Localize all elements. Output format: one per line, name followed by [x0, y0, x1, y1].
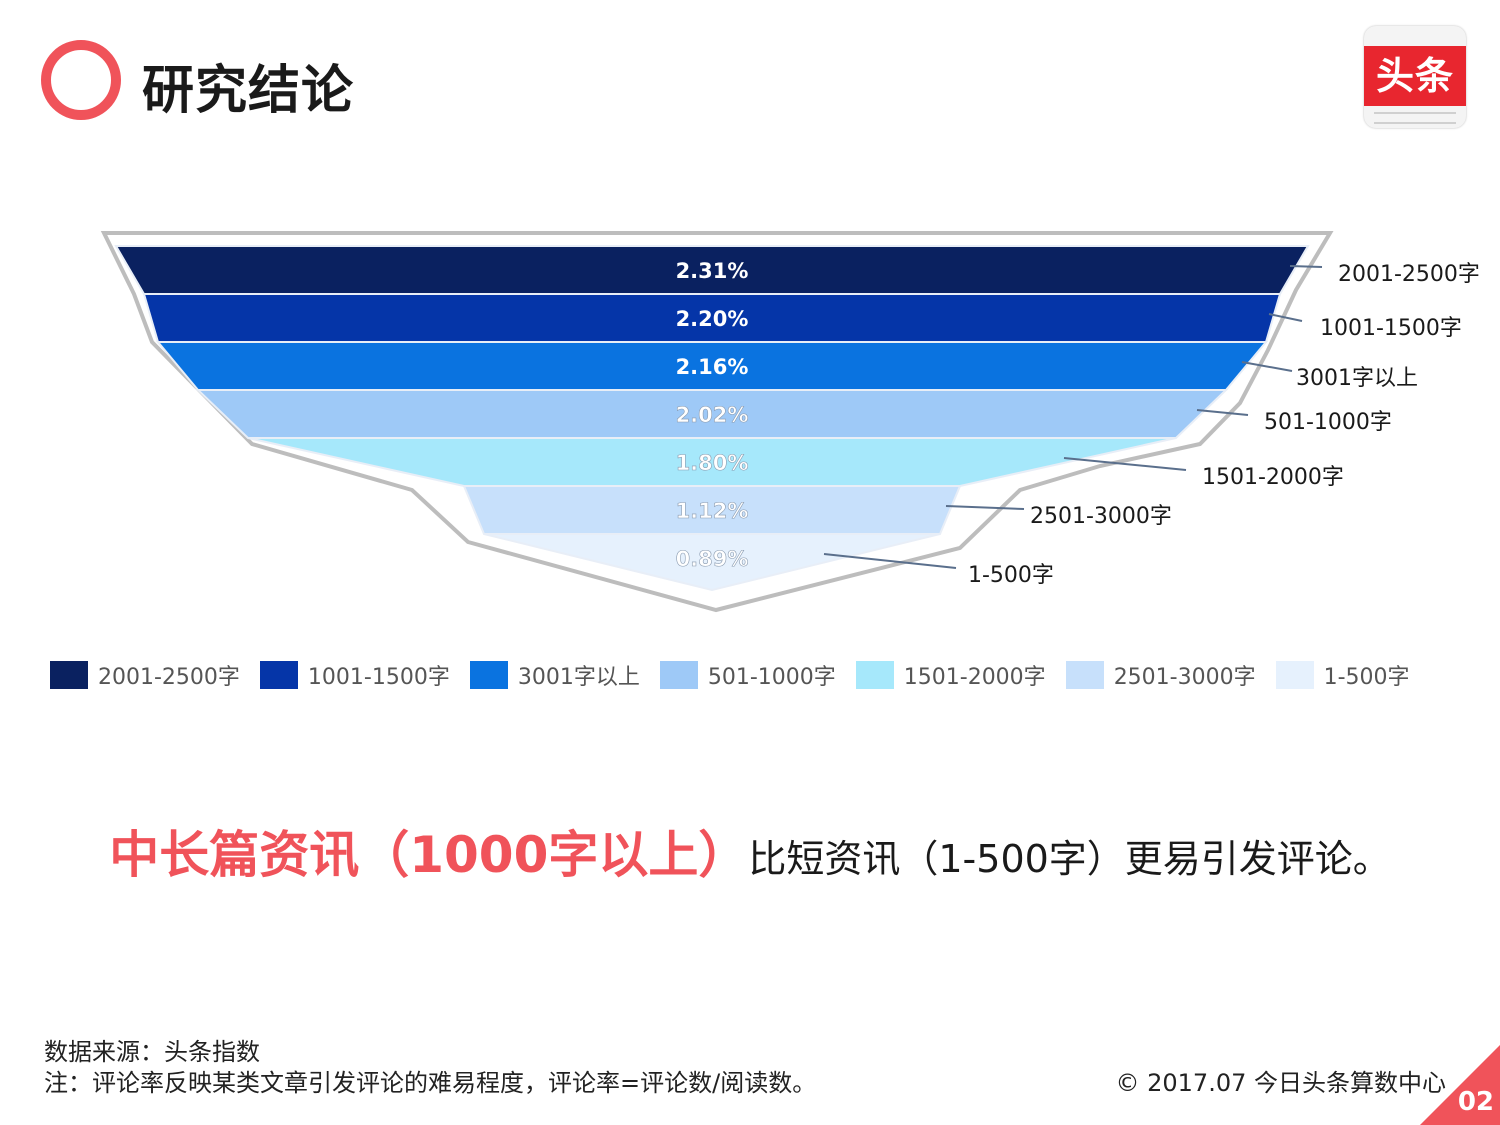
chart-legend: 2001-2500字 1001-1500字 3001字以上 501-1000字 1501…	[50, 658, 1470, 692]
legend-item: 501-1000字	[659, 659, 836, 691]
legend-swatch	[259, 661, 298, 689]
funnel-value-label: 2.20%	[676, 307, 749, 331]
legend-label: 1001-1500字	[307, 665, 450, 690]
legend-item: 1-500字	[1275, 659, 1410, 691]
legend-item: 1501-2000字	[855, 659, 1046, 691]
funnel-category-label: 2001-2500字	[1338, 262, 1480, 287]
funnel-value-label: 0.89%	[676, 547, 749, 571]
page-number: 02	[1457, 1087, 1494, 1117]
legend-label: 1-500字	[1323, 665, 1410, 690]
legend-swatch	[469, 661, 508, 689]
funnel-category-label: 2501-3000字	[1030, 504, 1172, 529]
funnel-category-label: 1-500字	[968, 563, 1054, 588]
funnel-value-label: 2.31%	[676, 259, 749, 283]
page-title: 研究结论	[142, 61, 355, 121]
legend-label: 501-1000字	[707, 665, 836, 690]
funnel-category-label: 1501-2000字	[1202, 465, 1344, 490]
legend-item: 2001-2500字	[50, 659, 240, 691]
toutiao-logo: 头条	[1364, 26, 1466, 128]
funnel-leader-line	[1268, 313, 1303, 322]
funnel-value-label: 1.12%	[676, 499, 749, 523]
funnel-value-label: 2.02%	[676, 403, 749, 427]
copyright: © 2017.07 今日头条算数中心	[1115, 1069, 1446, 1097]
title-circle-icon	[41, 40, 121, 120]
legend-item: 3001字以上	[469, 659, 640, 691]
funnel-leader-line	[945, 505, 1025, 510]
conclusion-text: 比短资讯（1-500字）更易引发评论。	[748, 837, 1391, 881]
legend-label: 2501-3000字	[1113, 665, 1256, 690]
funnel-category-label: 501-1000字	[1264, 410, 1392, 435]
legend-label: 3001字以上	[517, 665, 640, 690]
legend-label: 1501-2000字	[903, 665, 1046, 690]
legend-swatch	[659, 661, 698, 689]
logo-text: 头条	[1364, 46, 1466, 106]
conclusion-highlight: 中长篇资讯（1000字以上）	[109, 826, 749, 884]
funnel-leader-line	[1196, 409, 1249, 416]
funnel-value-label: 2.16%	[676, 355, 749, 379]
footnote: 注：评论率反映某类文章引发评论的难易程度，评论率=评论数/阅读数。	[44, 1069, 817, 1097]
page-corner	[1420, 1045, 1500, 1125]
data-source: 数据来源：头条指数	[44, 1038, 260, 1066]
funnel-leader-line	[1063, 457, 1187, 471]
legend-label: 2001-2500字	[98, 665, 240, 690]
legend-swatch	[1065, 661, 1104, 689]
funnel-value-label: 1.80%	[676, 451, 749, 475]
logo-decoration	[1374, 112, 1456, 124]
legend-swatch	[50, 661, 88, 689]
funnel-leader-line	[1289, 265, 1323, 268]
funnel-leader-line	[823, 553, 957, 569]
funnel-category-label: 1001-1500字	[1320, 316, 1462, 341]
legend-item: 2501-3000字	[1065, 659, 1256, 691]
funnel-leader-line	[1241, 361, 1293, 372]
funnel-category-label: 3001字以上	[1296, 366, 1418, 391]
funnel-layer-7	[483, 533, 941, 592]
legend-item: 1001-1500字	[259, 659, 450, 691]
funnel-chart: 2.31% 2.20% 2.16% 2.02% 1.80% 1.12% 0.89% 2001…	[100, 231, 1480, 613]
legend-swatch	[1275, 661, 1314, 689]
conclusion: 中长篇资讯（1000字以上）比短资讯（1-500字）更易引发评论。	[0, 815, 1500, 887]
legend-swatch	[855, 661, 894, 689]
